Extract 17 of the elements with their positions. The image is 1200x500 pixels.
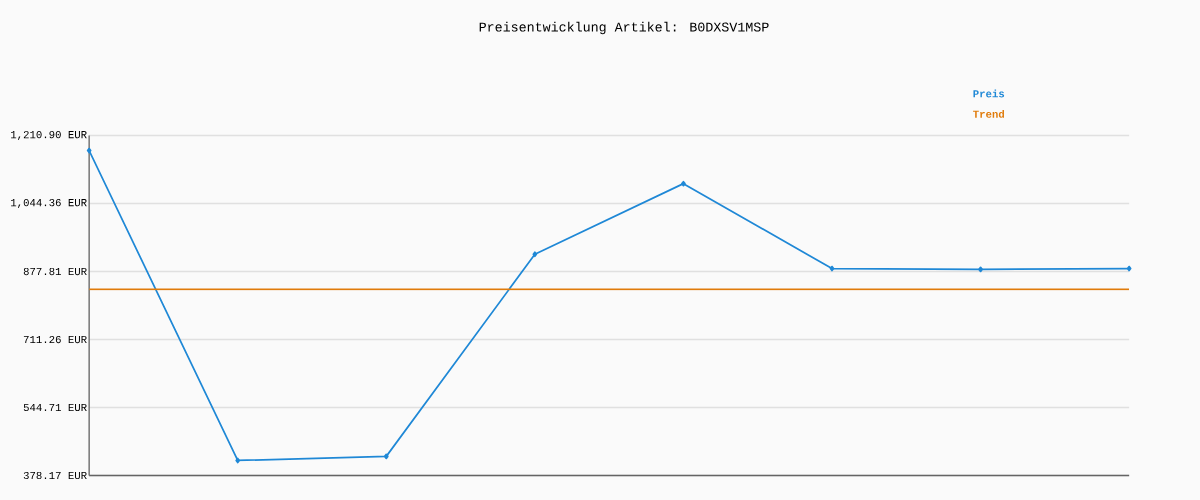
point [681, 180, 686, 187]
chart-title: Preisentwicklung Artikel: B0DXSV1MSP [479, 21, 769, 35]
point [532, 251, 538, 258]
point [829, 265, 835, 272]
text: Trend [973, 109, 1005, 118]
point [1126, 265, 1132, 272]
y-tick-label: 1,210.90 EUR [11, 131, 87, 141]
y-tick-label: 544.71 EUR [23, 403, 87, 412]
y-tick-label: 711.26 EUR [23, 335, 87, 344]
y-tick-label: 1,044.36 EUR [11, 199, 87, 209]
y-tick-label: 877.81 EUR [23, 267, 87, 276]
point [86, 147, 92, 154]
point [383, 453, 389, 460]
text: Preis [973, 89, 1005, 98]
point [978, 266, 983, 273]
y-tick-label: 378.17 EUR [23, 471, 87, 480]
point [235, 457, 241, 464]
